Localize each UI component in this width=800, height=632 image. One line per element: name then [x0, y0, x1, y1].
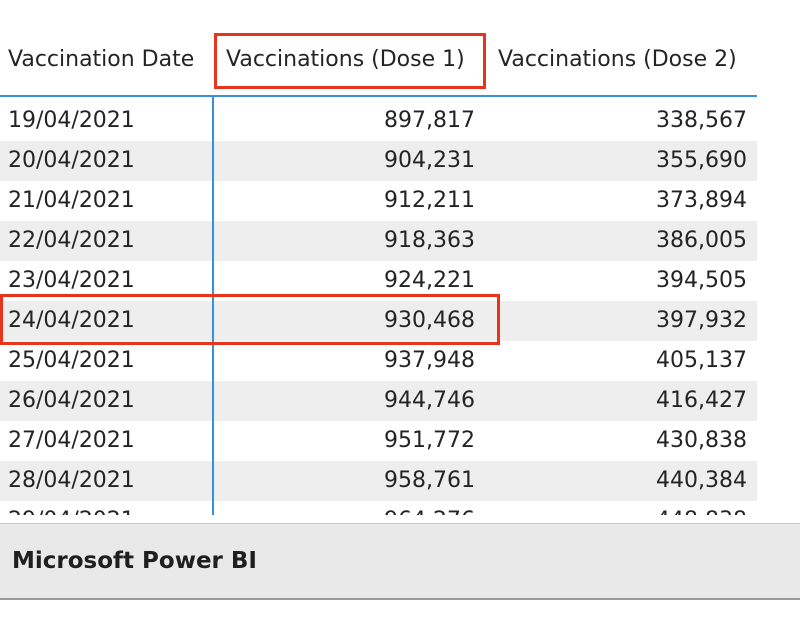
table-cell: 924,221	[384, 268, 475, 293]
table-cell: 19/04/2021	[8, 108, 135, 133]
table-cell: 440,384	[656, 468, 747, 493]
table-cell: 958,761	[384, 468, 475, 493]
table-row: 22/04/2021 918,363 386,005	[0, 221, 757, 261]
highlight-box	[0, 294, 500, 345]
highlight-box	[214, 33, 486, 89]
table-cell: 918,363	[384, 228, 475, 253]
table-cell: 23/04/2021	[8, 268, 135, 293]
table-cell: 405,137	[656, 348, 747, 373]
table-cell: 897,817	[384, 108, 475, 133]
table-row: 21/04/2021 912,211 373,894	[0, 181, 757, 221]
footer-title: Microsoft Power BI	[12, 548, 257, 574]
table-row: 19/04/2021 897,817 338,567	[0, 101, 757, 141]
column-header: Vaccinations (Dose 1)	[226, 47, 465, 72]
column-divider	[212, 96, 214, 515]
table-cell: 28/04/2021	[8, 468, 135, 493]
table: 19/04/2021 897,817 338,567 20/04/2021 904,23…	[0, 47, 757, 515]
table-cell: 904,231	[384, 148, 475, 173]
table-cell: 416,427	[656, 388, 747, 413]
table-row: 27/04/2021 951,772 430,838	[0, 421, 757, 461]
table-cell: 430,838	[656, 428, 747, 453]
table-row: 29/04/2021 964,276 448,838	[0, 501, 757, 515]
table-cell: 912,211	[384, 188, 475, 213]
table-cell: 338,567	[656, 108, 747, 133]
table-cell: 22/04/2021	[8, 228, 135, 253]
column-header: Vaccination Date	[8, 47, 195, 72]
table-row: 26/04/2021 944,746 416,427	[0, 381, 757, 421]
table-cell: 29/04/2021	[8, 501, 135, 515]
table-cell: 24/04/2021	[8, 308, 135, 333]
table-cell: 355,690	[656, 148, 747, 173]
table-row: 28/04/2021 958,761 440,384	[0, 461, 757, 501]
table-cell: 25/04/2021	[8, 348, 135, 373]
table-row: 20/04/2021 904,231 355,690	[0, 141, 757, 181]
table-row: 25/04/2021 937,948 405,137	[0, 341, 757, 381]
table-cell: 397,932	[656, 308, 747, 333]
table-cell: 21/04/2021	[8, 188, 135, 213]
header-underline	[0, 95, 757, 97]
table-cell: 20/04/2021	[8, 148, 135, 173]
table-cell: 964,276	[384, 501, 475, 515]
table-cell: 448,838	[656, 501, 747, 515]
table-cell: 386,005	[656, 228, 747, 253]
table-cell: 373,894	[656, 188, 747, 213]
table-cell: 930,468	[384, 308, 475, 333]
table-body: 19/04/2021 897,817 338,567 20/04/2021 904,23…	[0, 101, 757, 515]
table-cell: 394,505	[656, 268, 747, 293]
table-cell: 27/04/2021	[8, 428, 135, 453]
table-cell: 937,948	[384, 348, 475, 373]
footer-bar: Microsoft Power BI	[0, 523, 800, 600]
table-cell: 26/04/2021	[8, 388, 135, 413]
column-header: Vaccinations (Dose 2)	[498, 47, 737, 72]
table-cell: 944,746	[384, 388, 475, 413]
table-cell: 951,772	[384, 428, 475, 453]
table-row: 24/04/2021 930,468 397,932	[0, 301, 757, 341]
